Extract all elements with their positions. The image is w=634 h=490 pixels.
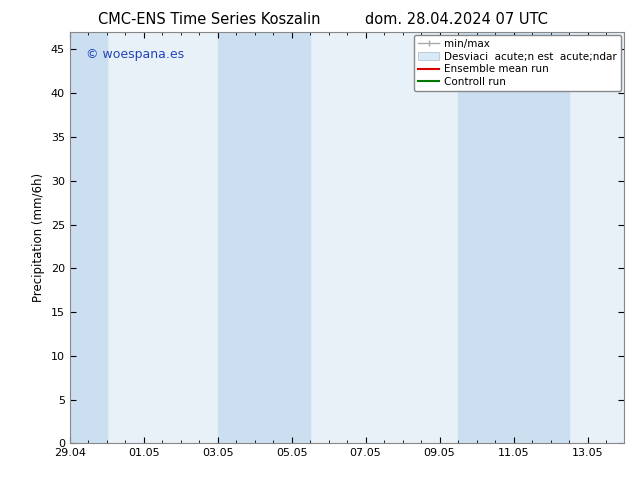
Text: CMC-ENS Time Series Koszalin: CMC-ENS Time Series Koszalin — [98, 12, 320, 27]
Bar — [217, 32, 310, 443]
Y-axis label: Precipitation (mm/6h): Precipitation (mm/6h) — [32, 173, 45, 302]
Legend: min/max, Desviaci  acute;n est  acute;ndar, Ensemble mean run, Controll run: min/max, Desviaci acute;n est acute;ndar… — [414, 35, 621, 91]
Bar — [70, 32, 107, 443]
Text: dom. 28.04.2024 07 UTC: dom. 28.04.2024 07 UTC — [365, 12, 548, 27]
Bar — [458, 32, 569, 443]
Text: © woespana.es: © woespana.es — [86, 49, 184, 61]
